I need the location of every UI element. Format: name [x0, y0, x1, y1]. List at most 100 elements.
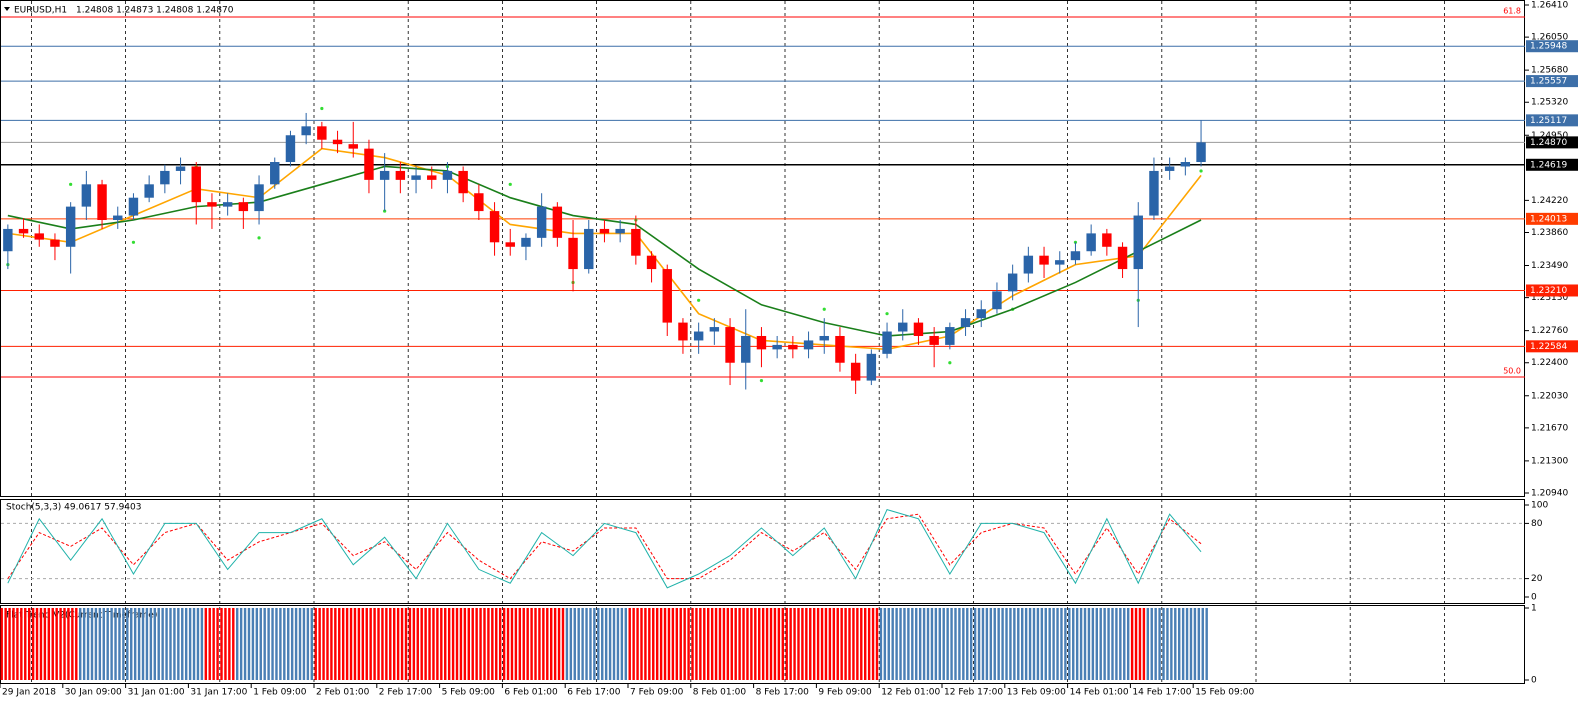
- trend-bar: [573, 608, 576, 680]
- candle-body: [458, 170, 468, 194]
- trend-bar: [1154, 608, 1157, 680]
- candle-body: [631, 228, 641, 256]
- trend-bar: [746, 608, 749, 680]
- trend-bar: [1115, 608, 1118, 680]
- x-tick-label: 8 Feb 01:00: [693, 688, 747, 698]
- candle-body: [1164, 166, 1175, 171]
- y-tick-label: 1.22760: [1531, 326, 1568, 336]
- trend-bar: [597, 608, 600, 680]
- trend-bar: [475, 608, 478, 680]
- trend-bar: [538, 608, 541, 680]
- trend-bar: [793, 608, 796, 680]
- trend-bar: [655, 608, 659, 680]
- trend-bar: [27, 608, 31, 680]
- candle-body: [866, 353, 877, 381]
- x-tick-label: 30 Jan 09:00: [65, 688, 122, 698]
- candle-body: [693, 331, 704, 341]
- trend-bar: [204, 608, 208, 680]
- trend-bar: [1005, 608, 1008, 680]
- candle-body: [348, 144, 358, 149]
- candle-body: [521, 237, 531, 247]
- trend-bar: [459, 608, 463, 680]
- trend-bar: [616, 608, 620, 680]
- trend-bar: [510, 608, 514, 680]
- stoch-title: Stoch(5,3,3) 49.0617 57.9403: [6, 503, 141, 513]
- trend-bar: [208, 608, 211, 680]
- trend-bar: [769, 608, 773, 680]
- trend-bar: [871, 608, 875, 680]
- trend-bar: [467, 608, 470, 680]
- trend-bar: [883, 608, 887, 680]
- candle-body: [850, 362, 861, 381]
- trend-bar: [820, 608, 824, 680]
- trend-bar: [12, 608, 15, 680]
- level-tag: [1526, 40, 1578, 53]
- trend-bar: [1021, 608, 1024, 680]
- candle-body: [615, 228, 625, 234]
- trend-bar: [408, 608, 412, 680]
- trend-bar: [797, 608, 800, 680]
- trend-bar: [648, 608, 651, 680]
- trend-bar: [149, 608, 153, 680]
- trend-bar: [530, 608, 533, 680]
- trend-bar: [1205, 608, 1208, 680]
- trend-bar: [169, 608, 172, 680]
- trend-bar: [824, 608, 828, 680]
- candle-body: [552, 206, 563, 238]
- trend-bar: [165, 608, 168, 680]
- trend-bar: [495, 608, 498, 680]
- trend-bar: [39, 608, 43, 680]
- trend-bar: [781, 608, 784, 680]
- candle-body: [65, 206, 76, 247]
- trend-bar: [1181, 608, 1185, 680]
- trend-bar: [879, 608, 883, 680]
- candle-body: [50, 239, 60, 247]
- sar-dot: [948, 361, 952, 365]
- x-tick-label: 31 Jan 17:00: [190, 688, 247, 698]
- x-tick-label: 2 Feb 01:00: [316, 688, 370, 698]
- trend-bar: [636, 608, 639, 680]
- candle-body: [191, 166, 201, 203]
- trend-bar: [1013, 608, 1016, 680]
- trend-bar: [487, 608, 490, 680]
- trend-bar: [809, 608, 812, 680]
- level-label: 1.22584: [1530, 342, 1567, 352]
- y-tick-label: 1.26050: [1531, 33, 1568, 43]
- trend-bar: [907, 608, 910, 680]
- trend-bar: [1138, 608, 1142, 680]
- y-tick-label: 1.22030: [1531, 391, 1568, 401]
- candle-body: [81, 184, 92, 207]
- trend-bar: [1044, 608, 1047, 680]
- trend-bar: [981, 608, 985, 680]
- trend-bar: [565, 608, 569, 680]
- trend-bar: [915, 608, 918, 680]
- trend-bar: [236, 608, 239, 680]
- trend-bar: [43, 608, 47, 680]
- candle-body: [379, 170, 390, 180]
- trend-bar: [938, 608, 941, 680]
- trend-bar: [349, 608, 353, 680]
- trend-bar: [679, 608, 682, 680]
- trend-bar: [353, 608, 357, 680]
- main-panel: [0, 0, 1525, 497]
- trend-bar: [773, 608, 777, 680]
- candle-body: [898, 322, 908, 332]
- trend-bar: [989, 608, 993, 680]
- trend-bar: [153, 608, 156, 680]
- y-tick-label: 1.24950: [1531, 131, 1568, 141]
- trend-bar: [400, 608, 404, 680]
- trend-bar: [707, 608, 710, 680]
- y-tick-label: 1.21670: [1531, 423, 1568, 433]
- trend-bar: [856, 608, 859, 680]
- price-label: 1.24870: [1530, 138, 1567, 148]
- candle-body: [819, 335, 829, 341]
- trend-bar: [106, 608, 109, 680]
- trend-bar: [420, 608, 423, 680]
- trend-bar: [341, 608, 345, 680]
- trend-bar: [192, 608, 196, 680]
- candle-body: [756, 335, 767, 350]
- x-tick-label: 9 Feb 09:00: [818, 688, 872, 698]
- candle-body: [18, 228, 29, 234]
- trend-bar: [895, 608, 898, 680]
- trend-bar: [1091, 608, 1095, 680]
